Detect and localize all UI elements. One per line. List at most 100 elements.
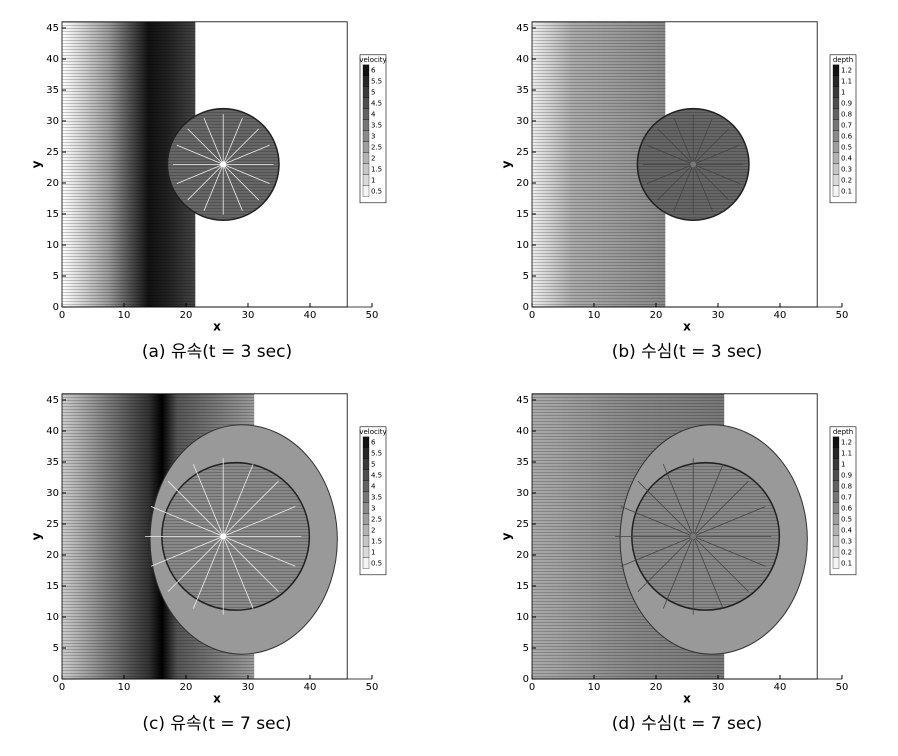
legend-swatch <box>832 119 840 131</box>
y-tick-label: 5 <box>53 643 59 654</box>
legend-label: 5 <box>371 460 375 468</box>
legend-swatch <box>362 130 370 142</box>
legend-swatch <box>362 491 370 503</box>
legend-label: 6 <box>371 438 376 446</box>
y-tick-label: 35 <box>516 85 529 96</box>
legend-swatch <box>362 513 370 525</box>
ray <box>662 536 694 609</box>
ray <box>223 164 270 184</box>
legend-label: 1.5 <box>371 165 382 173</box>
ray <box>657 164 694 201</box>
legend-label: 3.5 <box>371 493 382 501</box>
legend-swatch <box>832 535 840 547</box>
ray <box>223 506 296 537</box>
y-tick-label: 20 <box>516 550 529 561</box>
x-tick-label: 0 <box>529 682 535 693</box>
legend-label: 1 <box>841 88 845 96</box>
legend-label: 1.2 <box>841 66 852 74</box>
y-tick-label: 25 <box>516 519 529 530</box>
legend-label: 1 <box>371 176 375 184</box>
legend-swatch <box>832 436 840 448</box>
legend-label: 0.4 <box>841 154 853 162</box>
legend-swatch <box>362 524 370 536</box>
x-tick-label: 10 <box>118 682 131 693</box>
ray <box>222 480 279 537</box>
y-tick-label: 15 <box>516 209 529 220</box>
legend-label: 4 <box>371 110 376 118</box>
legend-swatch <box>832 185 840 197</box>
ray <box>693 144 740 165</box>
x-tick-label: 20 <box>650 682 663 693</box>
x-tick-label: 40 <box>304 682 317 693</box>
x-label: x <box>683 692 691 706</box>
y-tick-label: 40 <box>46 54 59 65</box>
y-tick-label: 40 <box>516 54 529 65</box>
x-tick-label: 0 <box>529 310 535 321</box>
y-tick-label: 30 <box>516 116 529 127</box>
legend-label: 3 <box>371 504 375 512</box>
legend-label: 0.5 <box>371 187 382 195</box>
legend-swatch <box>362 469 370 481</box>
legend-swatch <box>362 163 370 175</box>
y-tick-label: 0 <box>523 674 529 685</box>
legend-label: 0.9 <box>841 99 852 107</box>
legend-label: 0.6 <box>841 132 853 140</box>
ray <box>620 506 694 537</box>
y-label: y <box>30 160 44 168</box>
legend-swatch <box>832 469 840 481</box>
legend-swatch <box>832 64 840 76</box>
y-tick-label: 30 <box>46 488 59 499</box>
legend-swatch <box>832 130 840 142</box>
ray <box>692 480 749 537</box>
caption: (d) 수심(t = 7 sec) <box>612 714 763 734</box>
legend-label: 2 <box>371 526 375 534</box>
legend-swatch <box>832 458 840 470</box>
ray <box>673 164 694 211</box>
ray <box>637 480 694 537</box>
x-tick-label: 20 <box>180 310 193 321</box>
legend-swatch <box>832 546 840 558</box>
y-label: y <box>30 532 44 540</box>
ray <box>203 164 224 211</box>
center <box>220 161 227 168</box>
center <box>690 533 697 540</box>
y-tick-label: 10 <box>516 240 529 251</box>
legend-swatch <box>832 513 840 525</box>
ray <box>222 164 259 201</box>
legend-swatch <box>832 174 840 186</box>
x-tick-label: 30 <box>712 310 725 321</box>
ray <box>692 536 724 609</box>
legend-label: 3 <box>371 132 375 140</box>
x-label: x <box>213 692 221 706</box>
x-tick-label: 40 <box>304 310 317 321</box>
legend-swatch <box>832 491 840 503</box>
legend-swatch <box>362 75 370 87</box>
y-tick-label: 15 <box>46 581 59 592</box>
legend-label: 2.5 <box>371 143 382 151</box>
x-tick-label: 30 <box>242 682 255 693</box>
center <box>220 533 227 540</box>
x-tick-label: 10 <box>118 310 131 321</box>
legend-label: 6 <box>371 66 376 74</box>
y-tick-label: 0 <box>523 302 529 313</box>
ray <box>692 536 749 592</box>
legend-swatch <box>832 524 840 536</box>
legend-swatch <box>362 108 370 120</box>
ray <box>657 128 694 165</box>
ray <box>693 506 766 537</box>
ray <box>637 536 694 592</box>
legend-swatch <box>832 141 840 153</box>
y-tick-label: 35 <box>46 85 59 96</box>
x-tick-label: 20 <box>180 682 193 693</box>
legend-swatch <box>832 75 840 87</box>
ray <box>187 128 224 165</box>
ray <box>203 117 224 165</box>
caption: (b) 수심(t = 3 sec) <box>612 342 763 362</box>
y-tick-label: 45 <box>516 395 529 406</box>
x-tick-label: 20 <box>650 310 663 321</box>
legend-swatch <box>362 436 370 448</box>
x-tick-label: 0 <box>59 682 65 693</box>
legend-label: 0.7 <box>841 121 852 129</box>
